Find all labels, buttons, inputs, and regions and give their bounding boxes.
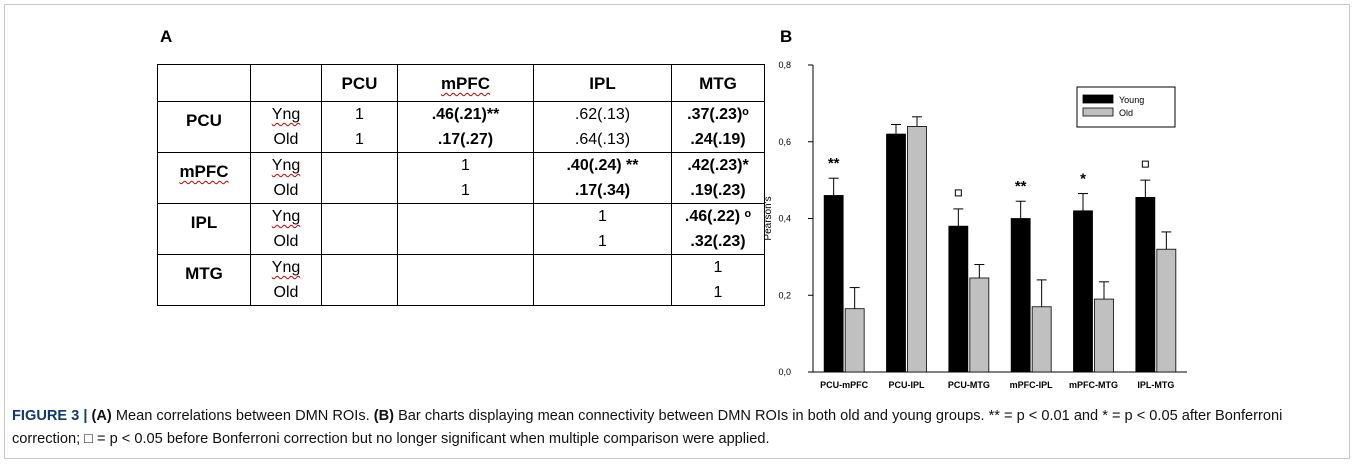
legend-swatch: [1082, 107, 1114, 117]
bar-old: [1031, 306, 1052, 373]
group-cell: Yng Old: [250, 203, 322, 255]
legend-box: [1076, 86, 1176, 128]
caption-a-text: Mean correlations between DMN ROIs.: [111, 408, 374, 424]
bar-old: [1156, 248, 1177, 373]
row-header-ipl: IPL: [157, 203, 251, 255]
value-cell: [321, 254, 398, 306]
figure-frame: [4, 4, 1350, 459]
caption-b-label: (B): [373, 408, 395, 424]
header-cell-ipl: IPL: [533, 64, 672, 102]
bar-young: [823, 195, 844, 373]
bar-old: [844, 308, 865, 373]
header-cell-pcu: PCU: [321, 64, 398, 102]
group-cell: Yng Old: [250, 101, 322, 153]
value-cell: .62(.13) .64(.13): [533, 101, 672, 153]
significance-marker: *: [1080, 171, 1086, 188]
bar-chart-svg: 0,0 0,2 0,4 0,6 0,8 Pearson's PCU-mPFC ** PCU-IP…: [763, 60, 1187, 390]
bar-young: [948, 225, 969, 373]
caption-b-text: Bar charts displaying mean connectivity …: [12, 408, 1283, 447]
header-cell-mtg: MTG: [671, 64, 765, 102]
x-tick-label: PCU-MTG: [948, 380, 990, 390]
significance-marker: [954, 189, 962, 197]
significance-marker: **: [1015, 178, 1027, 195]
bar-old: [969, 277, 990, 373]
x-tick-label: PCU-IPL: [889, 380, 926, 390]
bar-old: [907, 126, 927, 373]
x-tick-label: PCU-mPFC: [820, 380, 869, 390]
legend-label: Young: [1119, 95, 1144, 105]
bar-chart: 0,0 0,2 0,4 0,6 0,8 Pearson's PCU-mPFC ** PCU-IP…: [757, 55, 1217, 395]
bar-young: [1010, 218, 1031, 373]
y-tick-label: 0,8: [778, 60, 791, 70]
value-cell: .37(.23)ᵒ .24(.19): [671, 101, 765, 153]
significance-marker: [1141, 160, 1149, 168]
y-axis-label: Pearson's: [763, 196, 774, 240]
caption-a-label: (A): [91, 408, 112, 424]
y-tick-label: 0,0: [778, 367, 791, 377]
x-tick-label: mPFC-MTG: [1069, 380, 1118, 390]
legend-swatch: [1082, 94, 1114, 104]
group-cell: Yng Old: [250, 152, 322, 204]
value-cell: [321, 152, 398, 204]
row-header-mpfc: mPFC: [157, 152, 251, 204]
value-cell: [533, 254, 672, 306]
bar-old: [1094, 298, 1114, 373]
value-cell: .46(.22) ᵒ .32(.23): [671, 203, 765, 255]
value-cell: .40(.24) ** .17(.34): [533, 152, 672, 204]
header-cell-empty: [250, 64, 322, 102]
significance-marker: **: [828, 155, 840, 172]
y-tick-label: 0,2: [778, 290, 791, 300]
x-tick-label: mPFC-IPL: [1010, 380, 1054, 390]
value-cell: .46(.21)** .17(.27): [397, 101, 534, 153]
panel-a-label: A: [160, 27, 173, 46]
header-cell-empty: [157, 64, 251, 102]
value-cell: [397, 254, 534, 306]
row-header-pcu: PCU: [157, 101, 251, 153]
x-tick-label: IPL-MTG: [1137, 380, 1174, 390]
bar-young: [1135, 196, 1156, 373]
value-cell: [397, 203, 534, 255]
row-header-mtg: MTG: [157, 254, 251, 306]
panel-b-label: B: [780, 27, 793, 46]
group-cell: Yng Old: [250, 254, 322, 306]
table-header-row: PCU mPFC IPL MTG: [157, 64, 765, 102]
header-cell-mpfc: mPFC: [397, 64, 534, 102]
bar-young: [1073, 210, 1093, 373]
figure-caption: FIGURE 3 | (A) Mean correlations between…: [12, 405, 1342, 451]
value-cell: .42(.23)* .19(.23): [671, 152, 765, 204]
legend-label: Old: [1119, 108, 1133, 118]
caption-figure-label: FIGURE 3 |: [12, 408, 92, 424]
bar-young: [886, 133, 906, 373]
y-tick-label: 0,4: [778, 214, 791, 224]
value-cell: [321, 203, 398, 255]
y-tick-label: 0,6: [778, 137, 791, 147]
